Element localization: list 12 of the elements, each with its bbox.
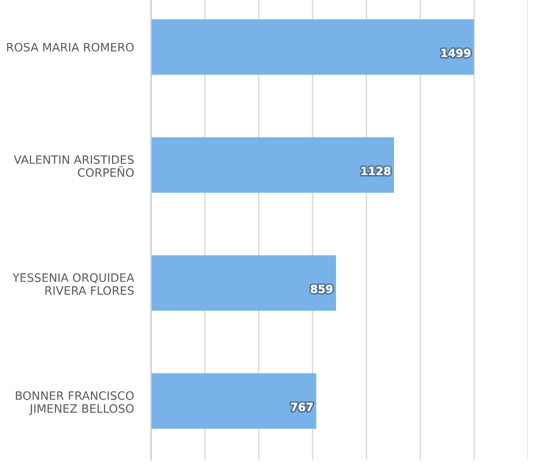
data-label: 767	[291, 402, 313, 412]
bar	[151, 19, 474, 75]
y-tick-label: YESSENIA ORQUIDEA RIVERA FLORES	[12, 273, 134, 295]
y-tick-label: BONNER FRANCISCO JIMENEZ BELLOSO	[16, 391, 134, 416]
bar	[151, 255, 336, 311]
data-label: 859	[310, 284, 333, 294]
bar	[151, 137, 394, 193]
data-label: 1128	[362, 166, 391, 176]
data-label: 1499	[441, 48, 470, 58]
y-tick-label: ROSA MARIA ROMERO	[7, 42, 134, 52]
bar	[151, 373, 316, 429]
y-tick-label: VALENTIN ARISTIDES CORPEÑO	[14, 155, 134, 177]
